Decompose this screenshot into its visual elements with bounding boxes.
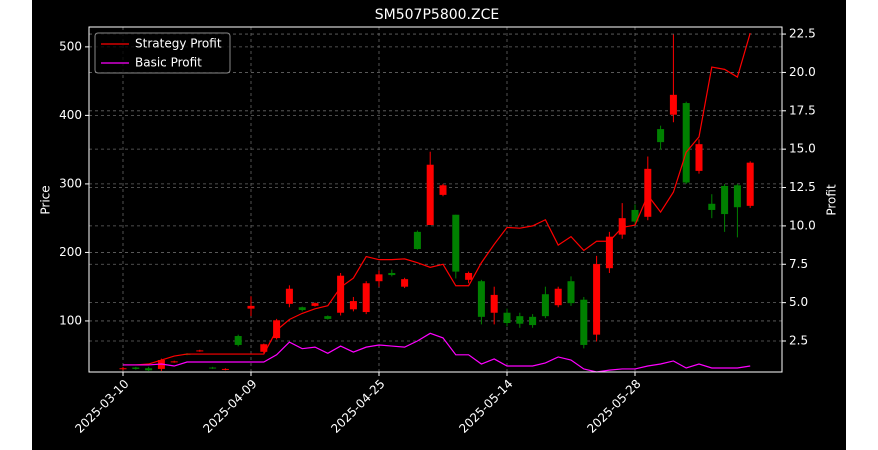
candle-body: [644, 168, 652, 217]
y-axis-label: Price: [39, 185, 53, 214]
profit-line: [123, 332, 751, 373]
profit-line: [123, 32, 751, 366]
candle-body: [221, 368, 229, 370]
y-tick-label: 100: [59, 313, 82, 327]
candle-body: [375, 274, 383, 282]
candle-body: [503, 312, 511, 324]
candle-body: [285, 288, 293, 304]
candle-body: [426, 164, 434, 226]
candle-body: [554, 288, 562, 306]
chart-title: SM507P5800.ZCE: [375, 7, 499, 23]
candle-body: [695, 144, 703, 171]
candle-body: [145, 368, 153, 371]
candle-body: [465, 272, 473, 280]
candle-body: [247, 305, 255, 309]
candle-body: [721, 185, 729, 215]
candle-body: [618, 218, 626, 235]
candle-body: [567, 281, 575, 304]
candle-body: [605, 236, 613, 269]
legend-label: Strategy Profit: [135, 37, 222, 51]
candle-body: [413, 231, 421, 250]
y-tick-label: 400: [59, 108, 82, 122]
candle-body: [273, 320, 281, 339]
candle-body: [324, 316, 332, 319]
candle-body: [490, 294, 498, 313]
candle-body: [311, 303, 319, 306]
candle-body: [119, 368, 127, 370]
y-tick-label: 500: [59, 39, 82, 53]
candle-body: [669, 94, 677, 115]
y2-tick-label: 12.5: [789, 180, 816, 194]
y2-tick-label: 5.0: [789, 295, 808, 309]
y2-tick-label: 20.0: [789, 65, 816, 79]
candle-body: [362, 283, 370, 313]
candle-body: [401, 279, 409, 287]
candle-body: [337, 275, 345, 313]
candle-body: [349, 301, 357, 310]
candle-body: [298, 307, 306, 310]
candle-body: [234, 336, 242, 345]
candle-body: [733, 185, 741, 208]
candle-body: [260, 344, 268, 352]
candle-body: [593, 264, 601, 335]
candle-body: [631, 209, 639, 222]
candle-body: [452, 214, 460, 272]
candle-body: [541, 294, 549, 317]
candle-body: [708, 203, 716, 210]
y-tick-label: 200: [59, 245, 82, 259]
candle-body: [132, 367, 140, 369]
y2-tick-label: 15.0: [789, 142, 816, 156]
candle-body: [682, 103, 690, 183]
y2-tick-label: 22.5: [789, 27, 816, 41]
candle-body: [439, 185, 447, 195]
candle-body: [580, 299, 588, 345]
candle-body: [516, 316, 524, 324]
candle-body: [746, 162, 754, 206]
candle-body: [529, 316, 537, 326]
candle-body: [170, 361, 178, 363]
y-tick-label: 300: [59, 176, 82, 190]
candle-body: [657, 129, 665, 143]
plot-frame: [88, 26, 783, 373]
y2-tick-label: 2.5: [789, 333, 808, 347]
candle-body: [209, 367, 217, 369]
candle-body: [196, 350, 204, 352]
y2-tick-label: 7.5: [789, 257, 808, 271]
y2-tick-label: 17.5: [789, 103, 816, 117]
candle-body: [388, 272, 396, 276]
candle-body: [477, 281, 485, 317]
y2-tick-label: 10.0: [789, 218, 816, 232]
y2-axis-label: Profit: [825, 184, 839, 216]
legend-label: Basic Profit: [135, 56, 202, 70]
